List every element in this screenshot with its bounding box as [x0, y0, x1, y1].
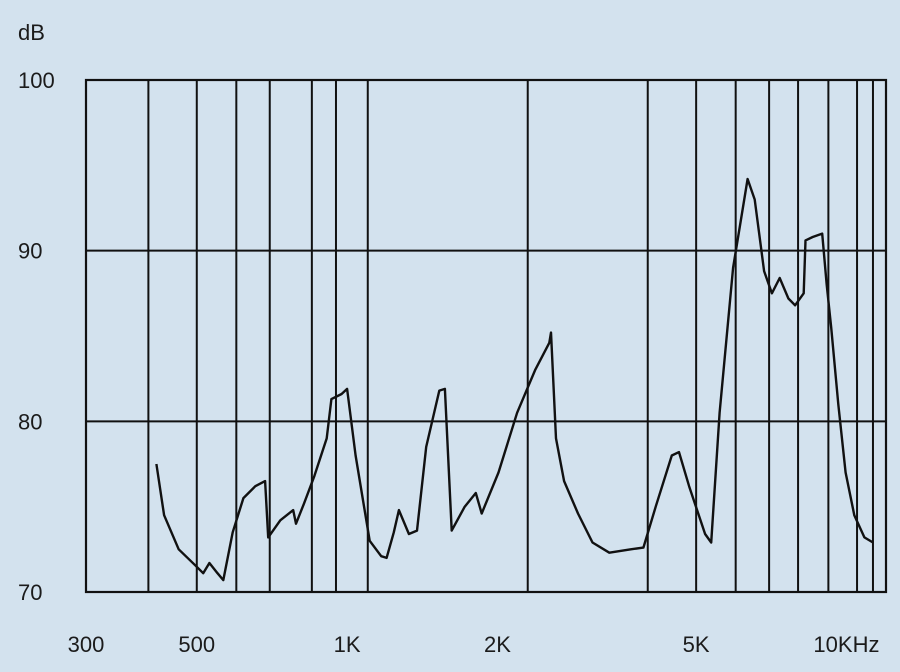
- y-tick-label: 90: [18, 239, 42, 264]
- x-tick-labels: 300 500 1K 2K 5K 10KHz: [68, 632, 880, 657]
- y-tick-label: 100: [18, 68, 55, 93]
- x-tick-label: 5K: [683, 632, 710, 657]
- y-tick-label: 70: [18, 580, 42, 605]
- response-curve: [155, 177, 874, 582]
- x-tick-label: 300: [68, 632, 105, 657]
- x-tick-label: 500: [178, 632, 215, 657]
- y-tick-label: 80: [18, 409, 42, 434]
- x-tick-label: 10KHz: [813, 632, 879, 657]
- chart-grid: [84, 78, 888, 594]
- x-tick-label: 1K: [334, 632, 361, 657]
- x-tick-label: 2K: [484, 632, 511, 657]
- plot-frame: [84, 78, 888, 594]
- y-unit-label: dB: [18, 20, 45, 45]
- y-tick-labels: 100 90 80 70: [18, 68, 55, 605]
